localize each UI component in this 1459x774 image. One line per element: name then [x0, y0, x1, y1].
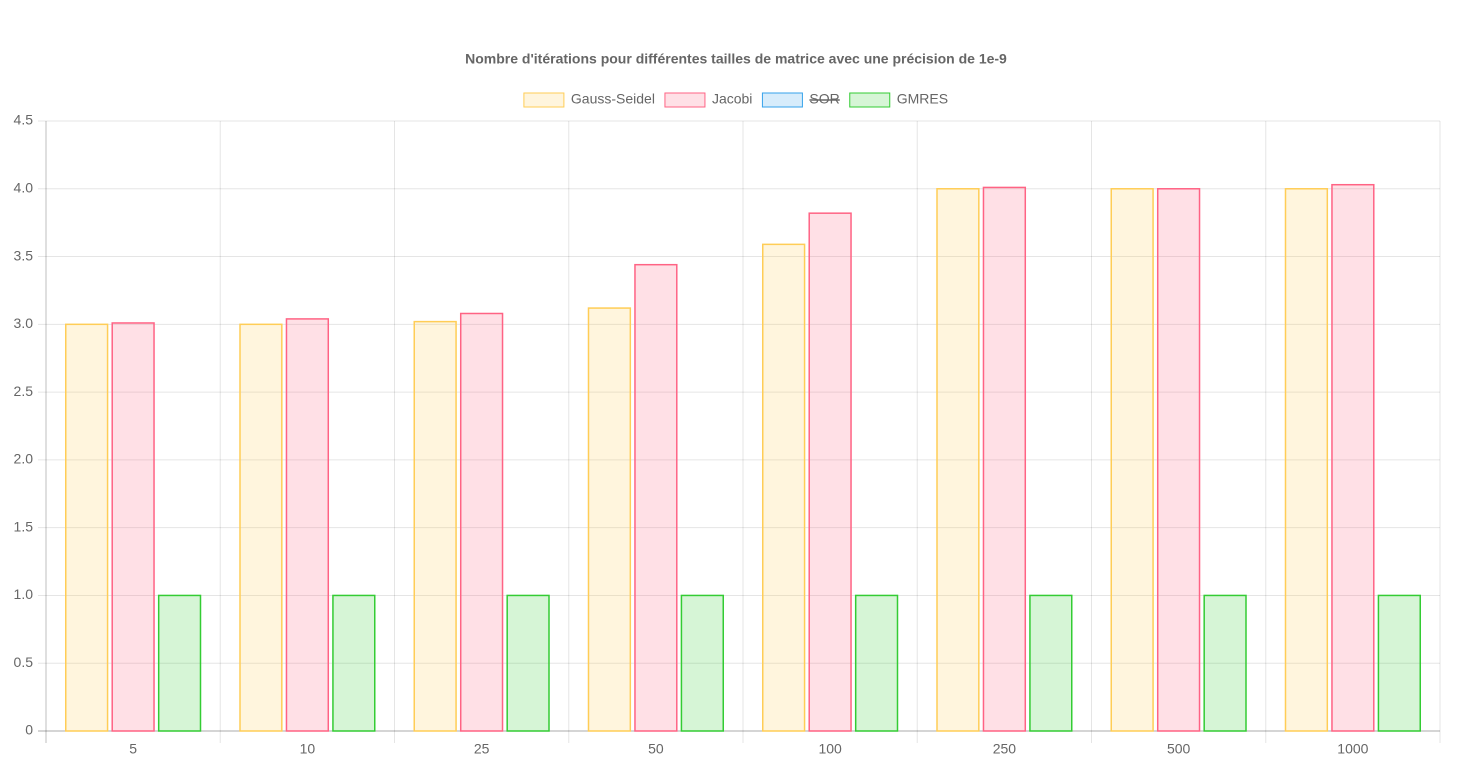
bar — [808, 212, 852, 732]
bar — [1110, 188, 1154, 732]
bar — [1284, 188, 1329, 732]
bar — [332, 594, 376, 732]
legend-label: Jacobi — [712, 91, 752, 107]
x-tick-label: 10 — [300, 741, 316, 757]
bar — [506, 594, 550, 732]
bar — [1331, 183, 1375, 732]
legend-label: GMRES — [897, 91, 948, 107]
bar — [1156, 188, 1201, 732]
x-tick-label: 25 — [474, 741, 490, 757]
y-tick-label: 3.5 — [14, 247, 34, 263]
bar — [587, 307, 632, 732]
chart-title: Nombre d'itérations pour différentes tai… — [465, 51, 1007, 67]
bar — [854, 594, 899, 732]
bar — [413, 320, 457, 732]
x-tick-label: 1000 — [1337, 741, 1368, 757]
x-tick-label: 50 — [648, 741, 664, 757]
y-tick-label: 3.0 — [14, 315, 34, 331]
bar — [1029, 594, 1073, 732]
bar — [1203, 594, 1247, 732]
x-tick-label: 250 — [993, 741, 1017, 757]
bar — [157, 594, 202, 732]
y-tick-label: 1.5 — [14, 518, 34, 534]
legend-swatch — [523, 92, 565, 108]
bar — [64, 323, 109, 732]
bar — [680, 594, 725, 732]
y-tick-label: 4.5 — [14, 112, 34, 128]
x-tick-label: 500 — [1167, 741, 1191, 757]
x-tick-label: 5 — [129, 741, 137, 757]
legend-swatch — [664, 92, 706, 108]
x-tick-label: 100 — [818, 741, 842, 757]
y-tick-label: 1.0 — [14, 586, 34, 602]
legend-swatch — [849, 92, 891, 108]
legend-label: SOR — [809, 91, 839, 107]
y-tick-label: 0.5 — [14, 654, 34, 670]
bar — [239, 323, 283, 732]
bar — [936, 188, 980, 732]
bar — [761, 243, 806, 732]
bar — [1377, 594, 1422, 732]
bar — [285, 318, 330, 732]
bar — [634, 263, 678, 732]
y-tick-label: 2.0 — [14, 451, 34, 467]
y-tick-label: 2.5 — [14, 383, 34, 399]
bar — [459, 312, 504, 732]
y-tick-label: 4.0 — [14, 179, 34, 195]
legend-label: Gauss-Seidel — [571, 91, 655, 107]
bar — [111, 322, 155, 732]
y-tick-label: 0 — [25, 722, 33, 738]
legend-swatch — [761, 92, 803, 108]
bar — [982, 186, 1027, 732]
